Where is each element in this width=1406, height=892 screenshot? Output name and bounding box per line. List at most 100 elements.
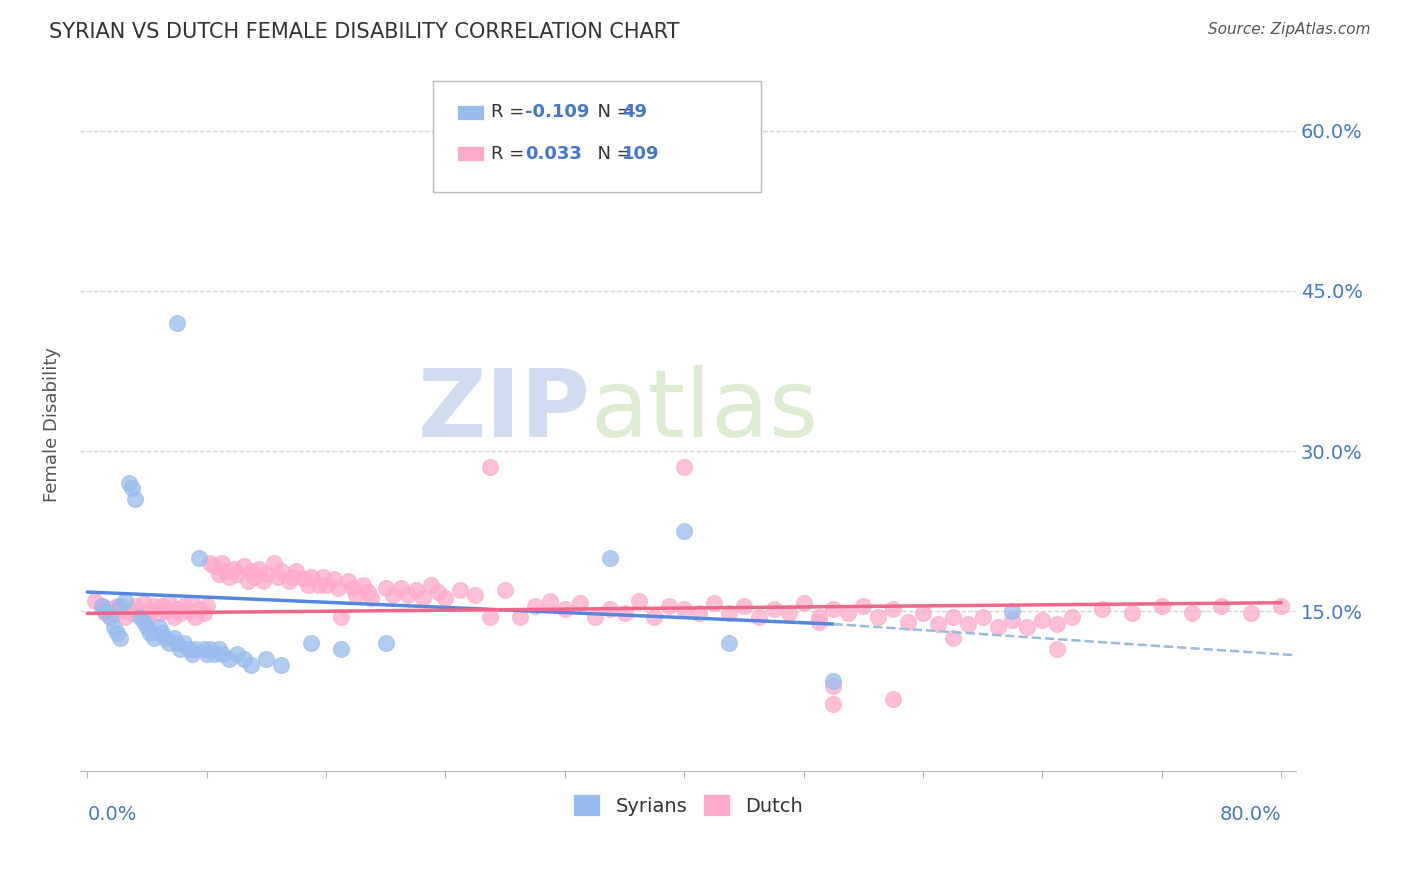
Point xyxy=(524,599,547,613)
Point xyxy=(198,556,221,570)
Point xyxy=(326,581,349,595)
Point xyxy=(184,641,207,656)
Point xyxy=(177,641,200,656)
Point xyxy=(153,604,176,618)
Point xyxy=(139,625,162,640)
Point xyxy=(208,641,231,656)
Point xyxy=(148,620,170,634)
Point xyxy=(157,636,180,650)
Point xyxy=(628,593,651,607)
Point xyxy=(823,602,845,616)
Point xyxy=(254,652,277,666)
Point xyxy=(240,657,263,672)
Point xyxy=(121,482,143,496)
Point xyxy=(1180,607,1202,621)
Point xyxy=(703,596,725,610)
Point xyxy=(643,609,665,624)
Point xyxy=(218,652,240,666)
Point xyxy=(103,620,125,634)
Point xyxy=(285,564,308,578)
Point xyxy=(108,599,131,613)
Point xyxy=(312,570,335,584)
Point xyxy=(136,620,159,634)
Point xyxy=(136,609,159,624)
Point xyxy=(673,460,696,475)
Point xyxy=(583,609,606,624)
Point xyxy=(225,566,247,581)
Point xyxy=(233,652,256,666)
Point xyxy=(494,582,516,597)
Point xyxy=(118,476,141,491)
FancyBboxPatch shape xyxy=(433,81,761,192)
Point xyxy=(344,588,367,602)
Point xyxy=(169,641,191,656)
Point xyxy=(124,492,146,507)
Point xyxy=(143,599,166,613)
Point xyxy=(733,599,755,613)
Point xyxy=(124,599,146,613)
Point xyxy=(243,570,266,584)
Point xyxy=(143,631,166,645)
Point xyxy=(389,581,412,595)
Point xyxy=(405,582,427,597)
Point xyxy=(717,636,740,650)
Point xyxy=(1031,613,1053,627)
Point xyxy=(91,599,114,613)
Point xyxy=(83,593,105,607)
Point xyxy=(1046,641,1069,656)
Point xyxy=(208,566,231,581)
Point xyxy=(238,574,260,589)
Text: R =: R = xyxy=(491,103,530,121)
Point xyxy=(252,574,274,589)
Point xyxy=(823,697,845,711)
Point xyxy=(852,599,875,613)
Point xyxy=(837,607,859,621)
Point xyxy=(198,641,221,656)
Point xyxy=(658,599,681,613)
Text: -0.109: -0.109 xyxy=(524,103,589,121)
Point xyxy=(263,556,285,570)
Point xyxy=(330,641,353,656)
Point xyxy=(1017,620,1039,634)
Point xyxy=(139,604,162,618)
Point xyxy=(762,602,785,616)
Text: SYRIAN VS DUTCH FEMALE DISABILITY CORRELATION CHART: SYRIAN VS DUTCH FEMALE DISABILITY CORREL… xyxy=(49,22,679,42)
Text: atlas: atlas xyxy=(591,365,818,457)
Point xyxy=(360,591,382,606)
Point xyxy=(94,607,117,621)
Point xyxy=(225,647,247,661)
Point xyxy=(688,607,710,621)
Point xyxy=(382,588,405,602)
Point xyxy=(987,620,1010,634)
Point xyxy=(153,631,176,645)
Point xyxy=(882,691,904,706)
Point xyxy=(807,615,830,629)
Point xyxy=(169,607,191,621)
Point xyxy=(778,607,800,621)
Point xyxy=(270,657,292,672)
Point xyxy=(211,556,233,570)
Point xyxy=(240,564,263,578)
Point xyxy=(233,559,256,574)
Point xyxy=(173,636,195,650)
Point xyxy=(94,604,117,618)
Point xyxy=(479,460,502,475)
Point xyxy=(177,604,200,618)
Point xyxy=(128,604,150,618)
Point xyxy=(292,572,315,586)
Point xyxy=(956,617,979,632)
Point xyxy=(673,524,696,538)
Point xyxy=(108,631,131,645)
Point xyxy=(568,596,591,610)
Point xyxy=(538,593,561,607)
Point xyxy=(211,647,233,661)
Point xyxy=(509,609,531,624)
Point xyxy=(1091,602,1114,616)
Point xyxy=(1150,599,1173,613)
Point xyxy=(166,602,188,616)
Point xyxy=(283,570,305,584)
Point xyxy=(202,559,225,574)
Point xyxy=(748,609,770,624)
Point xyxy=(150,599,173,613)
Point xyxy=(1062,609,1084,624)
